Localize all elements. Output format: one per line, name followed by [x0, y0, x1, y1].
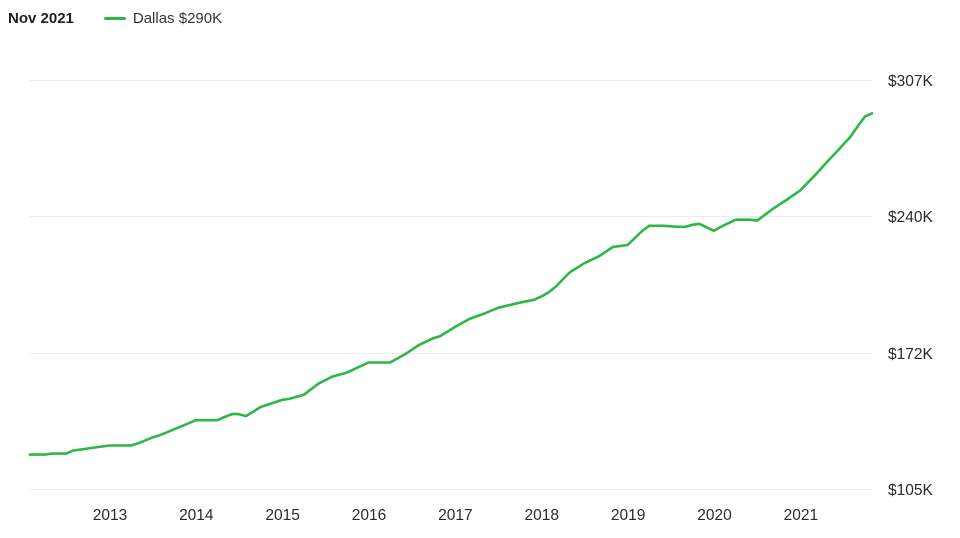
- legend-label: Dallas $290K: [132, 9, 223, 27]
- x-tick-label: 2018: [525, 507, 559, 524]
- series-line: [28, 112, 874, 456]
- x-tick-label: 2015: [265, 507, 299, 524]
- hover-date-label: Nov 2021: [8, 9, 74, 27]
- legend: Dallas $290K: [103, 9, 223, 27]
- legend-line-swatch: [103, 16, 126, 20]
- x-tick-label: 2020: [697, 507, 732, 524]
- x-tick-label: 2016: [352, 507, 386, 524]
- x-tick-label: 2019: [611, 507, 645, 524]
- x-tick-label: 2013: [93, 507, 127, 524]
- x-tick-label: 2014: [179, 507, 214, 524]
- y-tick-label: $240K: [888, 209, 933, 226]
- x-tick-label: 2017: [438, 507, 472, 524]
- x-tick-label: 2021: [784, 507, 818, 524]
- y-tick-label: $307K: [888, 73, 933, 90]
- series-group: [28, 112, 874, 456]
- grid-lines: [30, 80, 872, 490]
- chart-header: Nov 2021 Dallas $290K: [8, 8, 222, 28]
- y-axis-labels: $307K $240K $172K $105K: [888, 73, 933, 499]
- x-axis-labels: 2013 2014 2015 2016 2017 2018 2019 2020 2021: [93, 507, 818, 524]
- y-tick-label: $172K: [888, 346, 933, 363]
- y-tick-label: $105K: [888, 482, 933, 499]
